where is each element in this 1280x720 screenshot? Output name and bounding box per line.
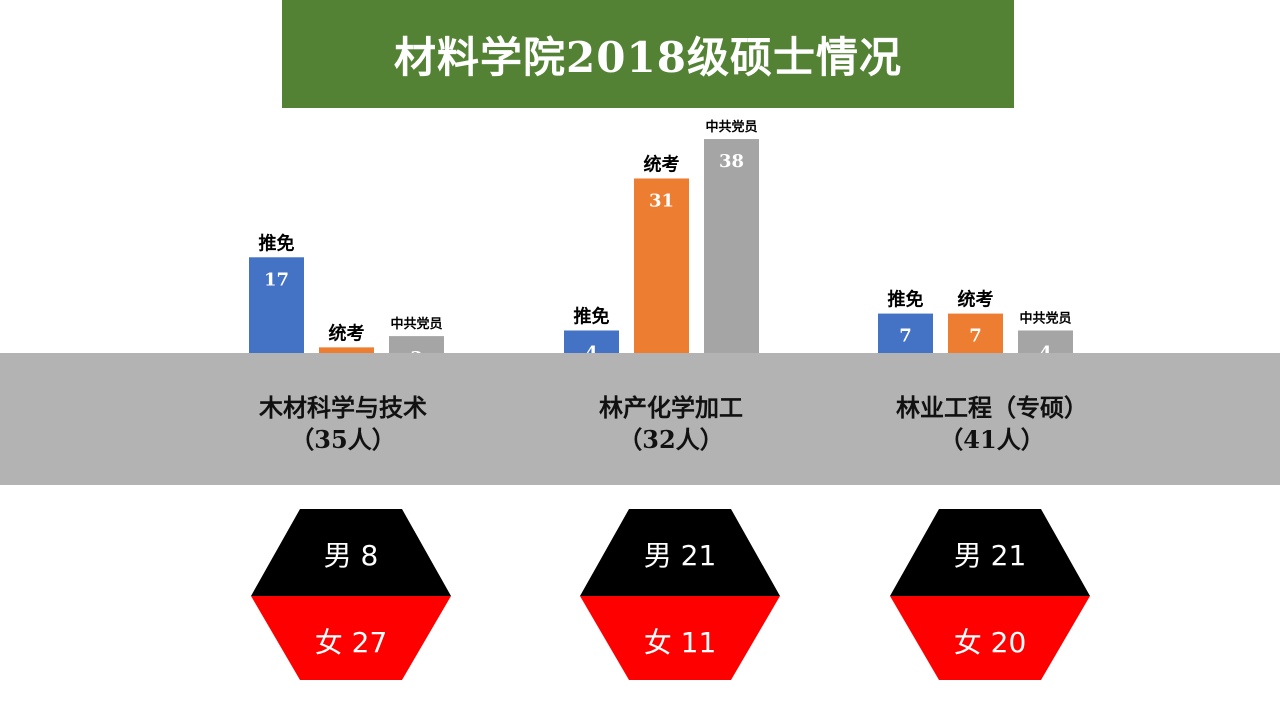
bar-series-label: 推免 (259, 232, 295, 254)
group-total: （35人） (290, 425, 396, 454)
bar-1-1 (249, 257, 304, 353)
bar-2-3 (704, 139, 759, 353)
bar-chart: 17推免1统考3中共党员4推免31统考38中共党员7推免7统考4中共党员 (249, 119, 1073, 353)
bar-value-label: 3 (410, 348, 423, 353)
bar-series-label: 统考 (958, 289, 994, 311)
group-total: （41人） (939, 425, 1045, 454)
bar-1-2 (319, 347, 374, 353)
female-count: 女 27 (314, 626, 388, 659)
bar-value-label: 38 (719, 151, 744, 172)
bar-value-label: 7 (969, 326, 982, 347)
male-count: 男 8 (323, 539, 379, 572)
bar-series-label: 中共党员 (705, 119, 757, 135)
bar-2-1 (564, 330, 619, 353)
bar-series-label: 统考 (644, 153, 680, 175)
bar-series-label: 统考 (329, 322, 365, 344)
gender-hexagon-2: 男 21 女 11 (580, 509, 780, 680)
bar-value-label: 31 (649, 190, 674, 211)
group-name: 林产化学加工 (599, 393, 743, 422)
bar-2-2 (634, 178, 689, 353)
bar-3-3 (1018, 330, 1073, 353)
page-title: 材料学院2018级硕士情况 (394, 32, 902, 82)
gender-hexagon-1: 男 8 女 27 (251, 509, 451, 680)
bar-value-label: 7 (899, 326, 912, 347)
group-name: 木材科学与技术 (259, 393, 427, 422)
bar-value-label: 4 (1039, 342, 1052, 353)
male-count: 男 21 (643, 539, 717, 572)
bar-series-label: 推免 (574, 305, 610, 327)
group-label-3: 林业工程（专硕） （41人） (842, 392, 1142, 456)
female-count: 女 11 (643, 626, 717, 659)
group-name: 林业工程（专硕） (896, 393, 1088, 422)
group-label-1: 木材科学与技术 （35人） (193, 392, 493, 456)
group-total: （32人） (618, 425, 724, 454)
bar-series-label: 中共党员 (390, 316, 442, 332)
female-count: 女 20 (953, 626, 1027, 659)
bar-3-1 (878, 313, 933, 353)
category-band (0, 353, 1280, 485)
bar-series-label: 推免 (888, 289, 924, 311)
bar-1-3 (389, 336, 444, 353)
bar-value-label: 4 (585, 342, 598, 353)
bar-3-2 (948, 313, 1003, 353)
bar-series-label: 中共党员 (1019, 310, 1071, 326)
bar-value-label: 17 (264, 269, 289, 290)
gender-hexagon-3: 男 21 女 20 (890, 509, 1090, 680)
group-label-2: 林产化学加工 （32人） (521, 392, 821, 456)
male-count: 男 21 (953, 539, 1027, 572)
title-banner: 材料学院2018级硕士情况 (282, 0, 1014, 108)
